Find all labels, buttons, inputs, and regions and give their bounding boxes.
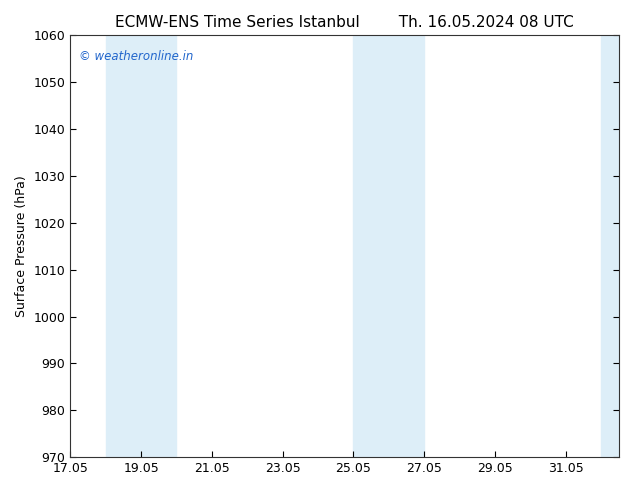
Title: ECMW-ENS Time Series Istanbul        Th. 16.05.2024 08 UTC: ECMW-ENS Time Series Istanbul Th. 16.05.… — [115, 15, 574, 30]
Text: © weatheronline.in: © weatheronline.in — [79, 50, 193, 63]
Bar — [354, 35, 389, 457]
Bar — [389, 35, 424, 457]
Bar — [601, 35, 634, 457]
Bar — [141, 35, 176, 457]
Y-axis label: Surface Pressure (hPa): Surface Pressure (hPa) — [15, 175, 28, 317]
Bar — [106, 35, 141, 457]
